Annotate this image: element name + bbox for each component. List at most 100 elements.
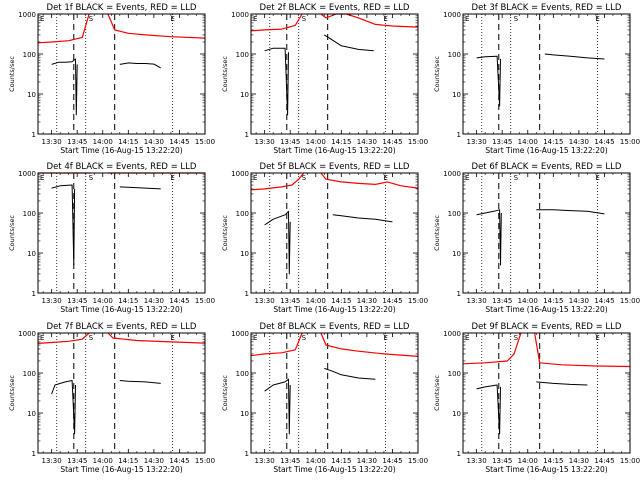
y-tick-label: 1000 <box>231 330 249 338</box>
y-tick-label: 10 <box>27 410 36 418</box>
x-tick-label: 13:45 <box>67 457 87 465</box>
y-axis-label: Counts/sec <box>433 215 441 251</box>
x-tick-label: 14:00 <box>518 297 538 305</box>
x-tick-label: 15:00 <box>195 457 215 465</box>
x-tick-label: 14:45 <box>594 457 614 465</box>
x-tick-label: 14:30 <box>569 138 589 146</box>
y-tick-label: 1 <box>245 290 249 298</box>
y-tick-label: 1000 <box>231 170 249 178</box>
time-marker-label: E <box>595 174 599 182</box>
x-tick-label: 14:45 <box>382 138 402 146</box>
time-marker-label: E <box>595 334 599 342</box>
panel-title: Det 9f BLACK = Events, RED = LLD <box>472 322 622 332</box>
x-tick-label: 14:00 <box>306 297 326 305</box>
x-tick-label: 13:30 <box>467 297 487 305</box>
y-tick-label: 10 <box>452 91 461 99</box>
y-tick-label: 100 <box>236 370 249 378</box>
x-tick-label: 14:30 <box>569 297 589 305</box>
x-tick-label: 14:15 <box>543 138 563 146</box>
x-tick-label: 13:30 <box>42 457 62 465</box>
x-tick-label: 14:00 <box>93 457 113 465</box>
time-marker-label: S <box>302 15 307 23</box>
y-tick-label: 1 <box>32 290 36 298</box>
x-tick-label: 13:30 <box>467 138 487 146</box>
x-tick-label: 14:45 <box>169 138 189 146</box>
x-tick-label: 14:45 <box>382 457 402 465</box>
y-tick-label: 1000 <box>18 170 36 178</box>
x-tick-label: 13:30 <box>255 457 275 465</box>
time-marker-label: S <box>514 334 519 342</box>
time-marker-label: E <box>253 15 257 23</box>
panel-title: Det 1f BLACK = Events, RED = LLD <box>47 3 197 13</box>
x-tick-label: 13:45 <box>492 457 512 465</box>
x-axis-label: Start Time (16-Aug-15 13:22:20) <box>485 465 607 474</box>
y-tick-label: 10 <box>240 250 249 258</box>
x-tick-label: 14:45 <box>594 138 614 146</box>
x-tick-label: 14:00 <box>93 297 113 305</box>
y-axis-label: Counts/sec <box>221 56 229 92</box>
y-tick-label: 10 <box>452 410 461 418</box>
x-tick-label: 13:30 <box>255 297 275 305</box>
x-tick-label: 15:00 <box>620 297 640 305</box>
time-marker-label: E <box>383 334 387 342</box>
y-tick-label: 10 <box>27 250 36 258</box>
x-axis-label: Start Time (16-Aug-15 13:22:20) <box>485 305 607 314</box>
x-tick-label: 14:45 <box>169 297 189 305</box>
y-tick-label: 1000 <box>443 170 461 178</box>
x-tick-label: 13:45 <box>492 138 512 146</box>
y-axis-label: Counts/sec <box>8 215 16 251</box>
x-tick-label: 14:00 <box>306 138 326 146</box>
x-tick-label: 14:15 <box>331 138 351 146</box>
y-tick-label: 100 <box>236 210 249 218</box>
x-axis-label: Start Time (16-Aug-15 13:22:20) <box>273 146 395 155</box>
time-marker-label: S <box>302 334 307 342</box>
x-tick-label: 13:45 <box>67 297 87 305</box>
time-marker-label: S <box>89 334 94 342</box>
time-marker-label: S <box>514 15 519 23</box>
x-tick-label: 13:45 <box>280 138 300 146</box>
x-axis-label: Start Time (16-Aug-15 13:22:20) <box>60 465 182 474</box>
time-marker-label: S <box>89 174 94 182</box>
x-tick-label: 14:30 <box>144 297 164 305</box>
x-tick-label: 15:00 <box>408 457 428 465</box>
x-tick-label: 14:00 <box>518 138 538 146</box>
time-marker-label: E <box>40 174 44 182</box>
time-marker-label: E <box>170 334 174 342</box>
y-tick-label: 100 <box>23 210 36 218</box>
x-tick-label: 13:30 <box>42 138 62 146</box>
x-tick-label: 15:00 <box>195 297 215 305</box>
x-tick-label: 14:00 <box>518 457 538 465</box>
panel-title: Det 7f BLACK = Events, RED = LLD <box>47 322 197 332</box>
y-tick-label: 100 <box>23 370 36 378</box>
x-tick-label: 14:00 <box>306 457 326 465</box>
time-marker-label: E <box>465 15 469 23</box>
x-axis-label: Start Time (16-Aug-15 13:22:20) <box>273 305 395 314</box>
time-marker-label: S <box>89 15 94 23</box>
x-tick-label: 14:15 <box>118 457 138 465</box>
x-tick-label: 14:30 <box>357 138 377 146</box>
y-tick-label: 100 <box>23 51 36 59</box>
panel-title: Det 5f BLACK = Events, RED = LLD <box>260 162 410 172</box>
y-tick-label: 100 <box>448 51 461 59</box>
x-tick-label: 14:15 <box>331 457 351 465</box>
y-axis-label: Counts/sec <box>221 215 229 251</box>
time-marker-label: E <box>170 174 174 182</box>
x-tick-label: 13:30 <box>467 457 487 465</box>
y-tick-label: 100 <box>448 210 461 218</box>
x-tick-label: 14:30 <box>357 297 377 305</box>
x-tick-label: 13:30 <box>255 138 275 146</box>
y-tick-label: 1 <box>32 131 36 139</box>
time-marker-label: S <box>302 174 307 182</box>
y-axis-label: Counts/sec <box>433 56 441 92</box>
x-tick-label: 14:30 <box>569 457 589 465</box>
x-tick-label: 14:45 <box>169 457 189 465</box>
time-marker-label: E <box>465 334 469 342</box>
x-tick-label: 14:30 <box>144 138 164 146</box>
x-tick-label: 14:15 <box>331 297 351 305</box>
x-tick-label: 13:45 <box>280 457 300 465</box>
x-tick-label: 14:15 <box>118 297 138 305</box>
x-tick-label: 15:00 <box>195 138 215 146</box>
x-axis-label: Start Time (16-Aug-15 13:22:20) <box>273 465 395 474</box>
